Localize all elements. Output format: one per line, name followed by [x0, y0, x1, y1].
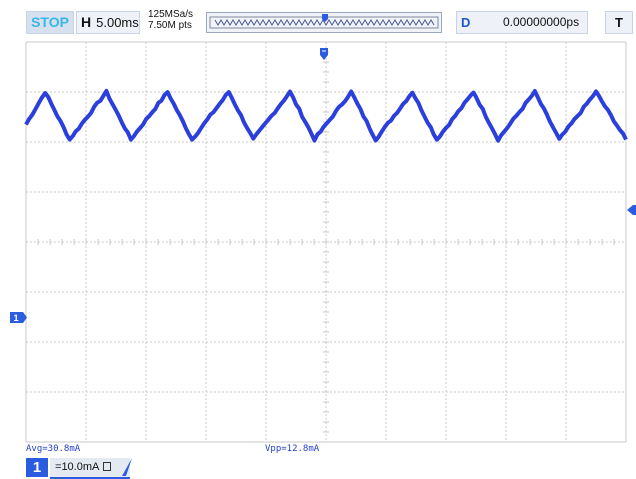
memory-waveform-icon: [209, 14, 439, 29]
status-toolbar: STOP H 5.00ms 125MSa/s 7.50M pts D 0.00000…: [0, 0, 636, 40]
vpp-measurement: Vpp=12.8mA: [265, 444, 320, 454]
channel1-badge[interactable]: 1: [26, 458, 48, 477]
trigger-level-marker-icon[interactable]: [627, 205, 636, 215]
scale-slant-icon: [122, 458, 132, 476]
avg-measurement: Avg=30.8mA: [26, 444, 81, 454]
sample-rate: 125MSa/s: [148, 9, 194, 20]
channel1-ground-marker[interactable]: 1: [10, 312, 27, 323]
channel1-trace: [24, 88, 628, 143]
delay-value: 0.00000000ps: [503, 15, 580, 29]
vertical-scale: 10.0mA: [61, 461, 100, 473]
waveform-graticule: 1 Avg=30.8mA Vpp=12.8mA: [10, 41, 636, 454]
channel-bar: 1 =10.0mA: [0, 455, 636, 479]
waveform-display[interactable]: 1 Avg=30.8mA Vpp=12.8mA: [0, 40, 636, 455]
channel1-marker-label: 1: [13, 313, 18, 323]
trigger-position-icon: [322, 14, 328, 22]
channel1-scale-button[interactable]: =10.0mA: [50, 458, 132, 479]
trigger-time-marker-icon[interactable]: [320, 48, 328, 60]
horizontal-timebase-button[interactable]: H 5.00ms: [76, 11, 140, 34]
horizontal-label: H: [81, 14, 92, 30]
delay-label: D: [461, 15, 471, 30]
bandwidth-limit-icon: [103, 462, 112, 471]
acquisition-info: 125MSa/s 7.50M pts: [148, 9, 193, 31]
trigger-button[interactable]: T: [605, 11, 633, 34]
grid-ticks: [25, 41, 627, 443]
coupling-icon: =: [55, 461, 62, 473]
timebase-value: 5.00ms: [96, 15, 139, 30]
run-stop-button[interactable]: STOP: [26, 11, 74, 34]
memory-position-strip[interactable]: [206, 12, 442, 33]
memory-depth: 7.50M pts: [148, 20, 192, 31]
delay-button[interactable]: D 0.00000000ps: [456, 11, 588, 34]
